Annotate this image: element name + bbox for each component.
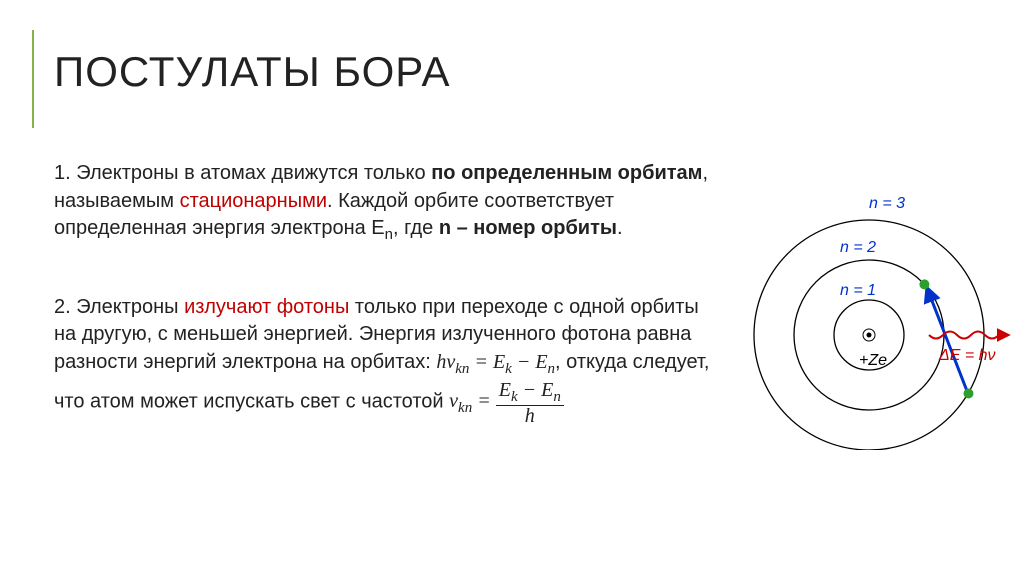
- svg-text:n = 1: n = 1: [840, 282, 876, 299]
- bold-text: n – номер орбиты: [439, 217, 617, 239]
- subscript: n: [385, 226, 393, 243]
- equation: νkn = Ek − Enh: [449, 390, 564, 412]
- bold-text: по определенным орбитам: [431, 162, 702, 184]
- svg-text:+Ze: +Ze: [859, 352, 887, 369]
- slide-content: 1. Электроны в атомах движутся только по…: [54, 160, 714, 426]
- bohr-atom-diagram: n = 1 n = 2 n = 3 +Ze ΔE = hν: [744, 180, 1014, 450]
- svg-text:n = 3: n = 3: [869, 195, 905, 212]
- slide-title: ПОСТУЛАТЫ БОРА: [54, 48, 451, 96]
- key-term: стационарными: [180, 190, 327, 212]
- svg-text:n = 2: n = 2: [840, 239, 876, 256]
- text: 1. Электроны в атомах движутся только: [54, 162, 431, 184]
- text: , где: [393, 217, 439, 239]
- postulate-1: 1. Электроны в атомах движутся только по…: [54, 160, 714, 246]
- key-term: излучают фотоны: [184, 296, 349, 318]
- equation: hνkn = Ek − En: [436, 351, 555, 373]
- svg-text:ΔE = hν: ΔE = hν: [938, 347, 996, 364]
- postulate-2: 2. Электроны излучают фотоны только при …: [54, 294, 714, 426]
- text: .: [617, 217, 623, 239]
- text: 2. Электроны: [54, 296, 184, 318]
